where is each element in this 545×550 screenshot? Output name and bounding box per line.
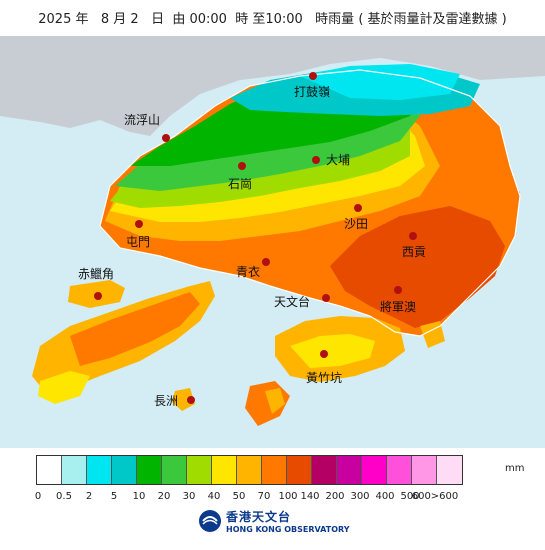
place-label-wong-chuk-hang: 黃竹坑: [306, 370, 342, 385]
legend-swatch: [412, 456, 437, 484]
place-label-sha-tin: 沙田: [344, 217, 368, 231]
place-label-shek-kong: 石崗: [228, 177, 252, 191]
lantau-west-tip: [38, 371, 90, 404]
legend-tick-label: 0: [34, 491, 42, 502]
nt-coastline: [99, 69, 521, 337]
legend-tick-label: 400: [375, 491, 395, 502]
legend-tick-label: 0.5: [56, 491, 72, 502]
station-dot-chek-lap-kok: [94, 292, 102, 300]
place-label-sai-kung: 西貢: [402, 245, 426, 259]
place-label-tai-po: 大埔: [326, 153, 350, 167]
logo-name-en: HONG KONG OBSERVATORY: [226, 525, 350, 534]
legend-swatch: [187, 456, 212, 484]
legend-swatch: [437, 456, 462, 484]
clear-water-bay-islet: [420, 321, 445, 348]
place-label-tate-cairn: 打鼓嶺: [294, 85, 330, 99]
rainfall-map: 打鼓嶺流浮山大埔石崗沙田屯門西貢青衣 赤鱲角天文台 將軍澳黃竹坑長洲: [0, 36, 545, 448]
hko-logo: 香港天文台 HONG KONG OBSERVATORY: [198, 508, 350, 534]
station-dot-tuen-mun: [135, 220, 143, 228]
legend-tick-label: 40: [207, 491, 221, 502]
station-dot-sai-kung: [409, 232, 417, 240]
legend-swatch: [62, 456, 87, 484]
legend-tick-label: 50: [232, 491, 246, 502]
logo-name-zh: 香港天文台: [226, 510, 292, 524]
lantau-rain-core: [70, 292, 200, 366]
cheung-chau-island: [172, 388, 195, 411]
station-dot-tseung-kwan-o: [394, 286, 402, 294]
tsing-yi-island: [236, 244, 272, 276]
legend-swatch: [212, 456, 237, 484]
page-title: 2025 年 8 月 2 日 由 00:00 時 至10:00 時雨量 ( 基於…: [38, 12, 507, 27]
place-label-tsim-sha-tsui: 天文台: [274, 294, 310, 309]
legend-ticks: 0 0.5 2 5 10 20 30 40 50 70 100 140 200 300 400 500 600>…: [0, 491, 545, 505]
legend-swatch: [37, 456, 62, 484]
lamma-core: [265, 388, 285, 414]
hko-emblem-icon: [199, 510, 221, 532]
legend-swatch: [137, 456, 162, 484]
place-label-lau-fau-shan: 流浮山: [124, 113, 160, 127]
legend-tick-label: 20: [157, 491, 171, 502]
station-dot-tsing-yi: [262, 258, 270, 266]
legend-tick-label: 5: [110, 491, 118, 502]
legend-tick-label: 70: [257, 491, 271, 502]
legend-tick-label: 140: [300, 491, 320, 502]
rain-zone-100-140: [330, 206, 505, 328]
legend-tick-label: 100: [278, 491, 298, 502]
hk-island-yellow: [290, 334, 375, 368]
legend-tick-label: 2: [85, 491, 93, 502]
legend-tick-label: 10: [132, 491, 146, 502]
place-label-tsing-yi: 青衣: [236, 264, 260, 279]
legend-swatch: [312, 456, 337, 484]
legend-swatch: [87, 456, 112, 484]
station-dot-tsim-sha-tsui: [322, 294, 330, 302]
legend-tick-label: 600>600: [411, 491, 459, 502]
legend-unit: mm: [505, 463, 525, 474]
legend-tick-label: 500: [400, 491, 420, 502]
place-label-tseung-kwan-o: 將軍澳: [380, 299, 416, 314]
legend-tick-label: 30: [182, 491, 196, 502]
place-label-tuen-mun: 屯門: [126, 235, 150, 249]
rain-zone-2-5: [300, 64, 460, 100]
station-dot-tate-cairn: [309, 72, 317, 80]
mainland-area: [0, 36, 545, 136]
legend-swatch: [262, 456, 287, 484]
legend-swatch: [362, 456, 387, 484]
station-dot-lau-fau-shan: [162, 134, 170, 142]
station-dot-wong-chuk-hang: [320, 350, 328, 358]
legend-swatch: [162, 456, 187, 484]
legend-swatch: [387, 456, 412, 484]
station-dot-cheung-chau: [187, 396, 195, 404]
place-label-cheung-chau: 長洲: [154, 394, 178, 408]
legend-swatch: [237, 456, 262, 484]
station-dot-shek-kong: [238, 162, 246, 170]
legend-swatch: [287, 456, 312, 484]
legend-tick-label: 300: [350, 491, 370, 502]
station-dot-sha-tin: [354, 204, 362, 212]
station-dot-tai-po: [312, 156, 320, 164]
place-label-chek-lap-kok: 赤鱲角: [78, 267, 114, 281]
legend-swatch: [337, 456, 362, 484]
sai-kung-peninsula-east: [470, 176, 520, 216]
rainfall-legend: [36, 455, 463, 485]
legend-swatch: [112, 456, 137, 484]
legend-tick-label: 200: [325, 491, 345, 502]
